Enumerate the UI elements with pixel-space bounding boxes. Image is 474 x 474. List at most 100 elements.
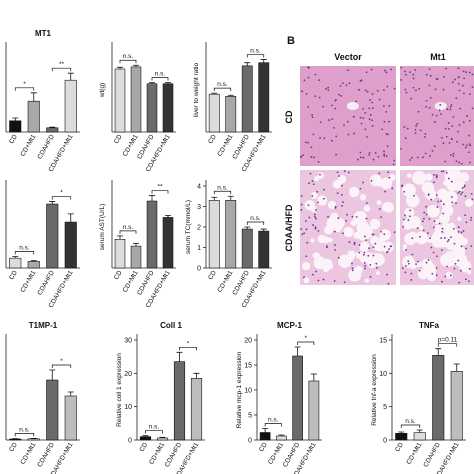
nucleus (449, 108, 452, 111)
nucleus (427, 193, 430, 196)
error-bar (211, 92, 218, 95)
nucleus (469, 161, 471, 164)
lipid-droplet (446, 180, 458, 192)
nucleus (305, 255, 308, 258)
nucleus (440, 170, 443, 173)
lipid-droplet (377, 182, 382, 187)
nucleus (425, 99, 428, 102)
lipid-droplet (445, 271, 453, 279)
chart-title: MCP-1 (277, 321, 302, 330)
nucleus (415, 125, 418, 127)
nucleus (343, 124, 345, 127)
nucleus (348, 82, 351, 85)
nucleus (300, 194, 303, 197)
sig-bracket (264, 423, 282, 427)
lipid-droplet (424, 264, 431, 271)
error-bar (117, 235, 123, 240)
nucleus (430, 198, 433, 201)
nucleus (410, 272, 413, 275)
lipid-droplet (354, 265, 363, 275)
bar (64, 395, 77, 441)
error-bar (159, 436, 166, 438)
nucleus (374, 152, 377, 154)
x-tick-label: CD (258, 441, 269, 453)
bar (156, 437, 169, 441)
lipid-droplet (416, 175, 422, 182)
nucleus (411, 156, 413, 159)
nucleus (421, 220, 424, 223)
nucleus (433, 181, 435, 184)
y-tick-label: 2 (197, 225, 201, 232)
lipid-droplet (310, 238, 315, 243)
nucleus (385, 71, 388, 74)
y-axis-label: serum TC(mmol/L) (185, 200, 192, 254)
bar (432, 355, 445, 441)
x-tick-label: CD (113, 133, 124, 145)
bar (64, 221, 77, 269)
sig-label: n.s. (19, 245, 30, 252)
nucleus (458, 76, 460, 79)
x-tick-label: CDAHFD (422, 441, 442, 468)
nucleus (381, 128, 384, 131)
nucleus (435, 194, 438, 196)
error-bar (435, 348, 442, 356)
nucleus (340, 193, 343, 196)
nucleus (368, 247, 370, 250)
nucleus (362, 117, 365, 120)
nucleus (410, 97, 413, 100)
sig-bracket (213, 87, 232, 92)
y-tick-label: 0 (197, 266, 201, 273)
nucleus (427, 232, 429, 234)
error-bar (294, 346, 301, 356)
column-header: Vector (334, 52, 362, 62)
error-bar (165, 214, 171, 218)
bar (146, 200, 158, 269)
sig-bracket (119, 59, 137, 64)
nucleus (406, 127, 409, 130)
nucleus (465, 221, 468, 224)
nucleus (453, 227, 455, 230)
bar (64, 79, 77, 133)
sig-label: ** (59, 61, 65, 68)
y-tick-label: 10 (379, 371, 387, 378)
nucleus (305, 220, 307, 222)
nucleus (365, 217, 368, 220)
nucleus (323, 137, 326, 140)
nucleus (308, 67, 310, 69)
x-tick-label: CD (138, 441, 149, 453)
lipid-droplet (312, 252, 320, 260)
nucleus (323, 188, 325, 191)
nucleus (352, 115, 355, 118)
nucleus (311, 180, 314, 182)
lipid-droplet (403, 220, 413, 230)
error-bar (193, 372, 200, 379)
y-axis-label: Relative coll 1 expression (116, 353, 123, 427)
nucleus (364, 267, 366, 270)
nucleus (334, 99, 337, 102)
sig-label: n.s. (405, 418, 416, 425)
y-tick-label: 4 (197, 184, 201, 191)
nucleus (393, 159, 396, 162)
nucleus (414, 69, 417, 71)
lipid-droplet (356, 231, 363, 238)
nucleus (335, 135, 338, 138)
lipid-droplet (316, 195, 328, 206)
nucleus (460, 231, 463, 234)
nucleus (338, 93, 341, 96)
nucleus (434, 88, 437, 91)
x-tick-label: CD+Mt1 (19, 269, 37, 294)
nucleus (462, 70, 465, 73)
y-tick-label: 30 (124, 338, 132, 345)
y-tick-label: 3 (197, 204, 201, 211)
nucleus (322, 278, 325, 281)
x-tick-label: CD+Mt1 (405, 441, 423, 466)
nucleus (302, 154, 304, 157)
lipid-droplet (417, 269, 429, 280)
nucleus (454, 78, 456, 81)
nucleus (300, 228, 303, 231)
lipid-droplet (333, 217, 339, 223)
nucleus (450, 137, 453, 140)
lipid-droplet (359, 251, 372, 264)
nucleus (369, 114, 372, 116)
nucleus (447, 122, 450, 124)
